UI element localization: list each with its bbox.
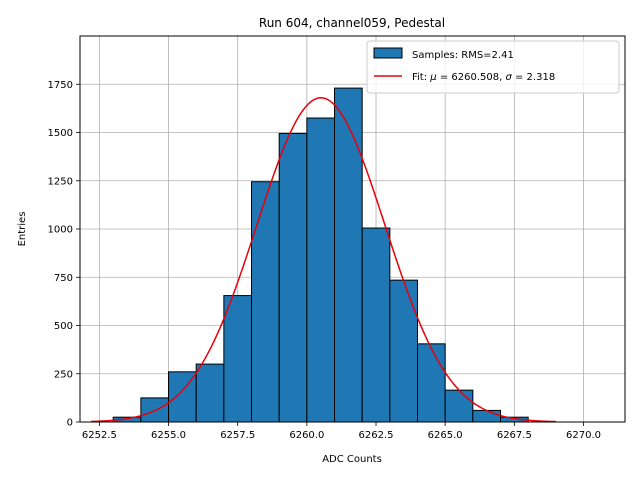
- x-tick-label: 6262.5: [359, 430, 394, 441]
- histogram-bar: [444, 389, 474, 423]
- histogram-bar: [306, 117, 336, 423]
- y-axis-label: Entries: [17, 212, 28, 247]
- y-tick-label: 250: [54, 369, 73, 380]
- x-axis-ticks: 6252.5 6255.0 6257.5 6260.0 6262.5 6265.0 6267…: [82, 422, 601, 441]
- y-axis-ticks: 0 250 500 750 1000 1250 1500 1750: [48, 80, 80, 429]
- legend: Samples: RMS=2.41 Fit: μ = 6260.508, σ =…: [366, 40, 620, 94]
- histogram-bar: [334, 87, 363, 423]
- y-tick-label: 1000: [48, 225, 73, 236]
- y-tick-label: 500: [54, 321, 73, 332]
- x-tick-label: 6257.5: [220, 430, 255, 441]
- legend-label-fit: Fit: μ = 6260.508, σ = 2.318: [412, 72, 555, 83]
- x-tick-label: 6265.0: [428, 430, 463, 441]
- x-tick-label: 6267.5: [497, 430, 532, 441]
- legend-box: [366, 40, 620, 94]
- histogram-bar: [223, 295, 253, 423]
- x-tick-label: 6252.5: [82, 430, 117, 441]
- x-axis-label: ADC Counts: [322, 454, 382, 465]
- x-tick-label: 6260.0: [289, 430, 324, 441]
- y-tick-label: 750: [54, 273, 73, 284]
- histogram-bars: [112, 87, 529, 423]
- fit-curve-group: [91, 97, 556, 423]
- legend-label-histogram: Samples: RMS=2.41: [412, 50, 514, 61]
- legend-swatch-histogram: [373, 47, 403, 59]
- histogram-bar: [251, 181, 280, 423]
- x-tick-label: 6255.0: [151, 430, 186, 441]
- y-tick-label: 0: [67, 418, 73, 429]
- chart-title: Run 604, channel059, Pedestal: [259, 16, 445, 30]
- y-tick-label: 1250: [48, 176, 73, 187]
- histogram-bar: [195, 363, 225, 423]
- y-tick-label: 1750: [48, 80, 73, 91]
- x-tick-label: 6270.0: [566, 430, 601, 441]
- histogram-bar: [417, 343, 446, 423]
- histogram-bar: [278, 132, 308, 423]
- y-tick-label: 1500: [48, 128, 73, 139]
- fit-curve: [91, 97, 556, 423]
- histogram-bar: [361, 227, 391, 423]
- histogram-bar: [389, 279, 419, 423]
- histogram-bar: [472, 409, 502, 423]
